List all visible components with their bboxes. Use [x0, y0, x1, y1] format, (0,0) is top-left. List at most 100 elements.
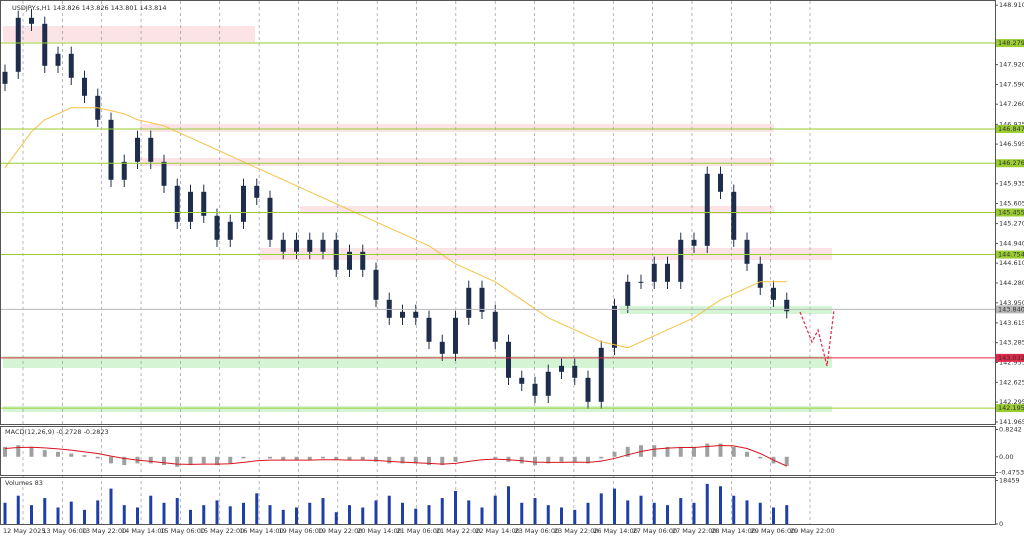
y-tick-label: 0.8242 — [999, 426, 1022, 434]
candle-body — [68, 53, 74, 78]
x-tick-label: 28 May 14:00 — [711, 527, 756, 535]
volume-bar — [374, 500, 378, 524]
volume-bar — [228, 506, 232, 524]
supply-zone — [260, 248, 832, 260]
macd-bar — [122, 456, 127, 466]
y-tick-label: 142.295 — [999, 398, 1024, 406]
candle-body — [347, 251, 352, 270]
x-tick-label: 23 May 22:00 — [554, 527, 599, 535]
x-tick-label: 19 May 06:00 — [278, 527, 323, 535]
macd-bar — [201, 456, 206, 464]
macd-title: MACD(12,26,9) -0.2728 -0.2823 — [5, 428, 109, 436]
candle-body — [2, 71, 8, 84]
y-tick-label: 143.950 — [999, 299, 1024, 307]
volume-bar — [109, 488, 113, 524]
macd-bar — [294, 456, 299, 461]
macd-bar — [745, 451, 749, 457]
candle-body — [161, 161, 167, 186]
level-label: 143.840 — [998, 305, 1024, 313]
y-tick-label: 141.965 — [999, 418, 1024, 426]
x-tick-label: 15 May 06:00 — [160, 527, 205, 535]
candle-body — [718, 173, 723, 192]
volume-bar — [16, 495, 20, 524]
volume-bar — [281, 509, 285, 524]
volume-bar — [202, 505, 206, 524]
forecast-path — [799, 309, 835, 367]
candle-body — [214, 215, 220, 240]
macd-frame — [0, 426, 996, 476]
macd-bar — [718, 443, 723, 457]
candle-body — [678, 239, 684, 282]
volume-bar — [122, 505, 126, 524]
candle-body — [280, 239, 286, 252]
supply-zone — [140, 124, 774, 132]
macd-bar — [321, 456, 325, 459]
candle-body — [174, 185, 180, 222]
volume-bar — [268, 505, 272, 524]
candle-body — [188, 191, 193, 222]
level-label: 143.032 — [998, 354, 1024, 362]
macd-bar — [784, 456, 789, 466]
macd-bar — [3, 446, 7, 457]
volume-bar — [560, 507, 563, 524]
candle-body — [413, 311, 419, 318]
candle-body — [148, 137, 154, 162]
y-tick-label: 147.920 — [999, 61, 1024, 69]
volume-bar — [533, 498, 537, 524]
y-tick-label: 144.280 — [999, 279, 1024, 287]
volume-frame — [0, 477, 996, 525]
candle-body — [519, 377, 525, 384]
candle-body — [121, 161, 127, 180]
macd-bar — [109, 456, 113, 464]
macd-bar — [665, 446, 670, 457]
macd-bar — [347, 456, 352, 461]
candle-body — [704, 173, 710, 246]
macd-bar — [572, 456, 577, 462]
volume-bar — [162, 502, 166, 524]
macd-bar — [387, 456, 392, 464]
macd-bar — [546, 456, 551, 464]
macd-bar — [533, 456, 537, 466]
candle-body — [625, 281, 631, 306]
candle-body — [532, 383, 538, 396]
candle-body — [466, 287, 472, 318]
macd-bar — [493, 456, 498, 459]
demand-zone — [620, 306, 832, 314]
macd-bar — [215, 456, 219, 466]
candle-body — [320, 239, 326, 252]
macd-bar — [334, 456, 339, 461]
x-tick-label: 20 May 14:00 — [357, 527, 402, 535]
level-label-box — [996, 404, 1024, 413]
macd-bar — [440, 456, 445, 466]
candle-body — [744, 239, 750, 264]
volume-bar — [414, 508, 418, 524]
macd-bar — [705, 443, 710, 457]
volume-bar — [599, 493, 603, 524]
macd-bar — [586, 456, 590, 464]
volume-bar — [679, 498, 683, 524]
moving-average — [4, 107, 787, 349]
candle-body — [254, 185, 260, 198]
candle-body — [108, 119, 114, 180]
y-tick-label: 142.625 — [999, 378, 1024, 386]
x-tick-label: 14 May 14:00 — [121, 527, 166, 535]
y-tick-label: 148.910 — [999, 1, 1024, 9]
macd-bar — [82, 455, 87, 457]
y-tick-label: 144.610 — [999, 259, 1024, 267]
level-label-box — [996, 208, 1024, 217]
x-tick-label: 21 May 06:00 — [397, 527, 442, 535]
volume-bar — [56, 507, 60, 524]
level-label: 148.279 — [998, 39, 1024, 47]
volume-bar — [361, 507, 365, 524]
volume-bar — [705, 483, 709, 524]
volume-bar — [546, 505, 550, 524]
volume-bar — [666, 505, 669, 524]
x-tick-label: 22 May 14:00 — [475, 527, 520, 535]
supply-zone — [140, 158, 774, 166]
x-tick-label: 13 May 22:00 — [82, 527, 127, 535]
candle-body — [135, 137, 140, 162]
level-label: 146.847 — [998, 125, 1024, 133]
y-tick-label: 143.285 — [999, 339, 1024, 347]
